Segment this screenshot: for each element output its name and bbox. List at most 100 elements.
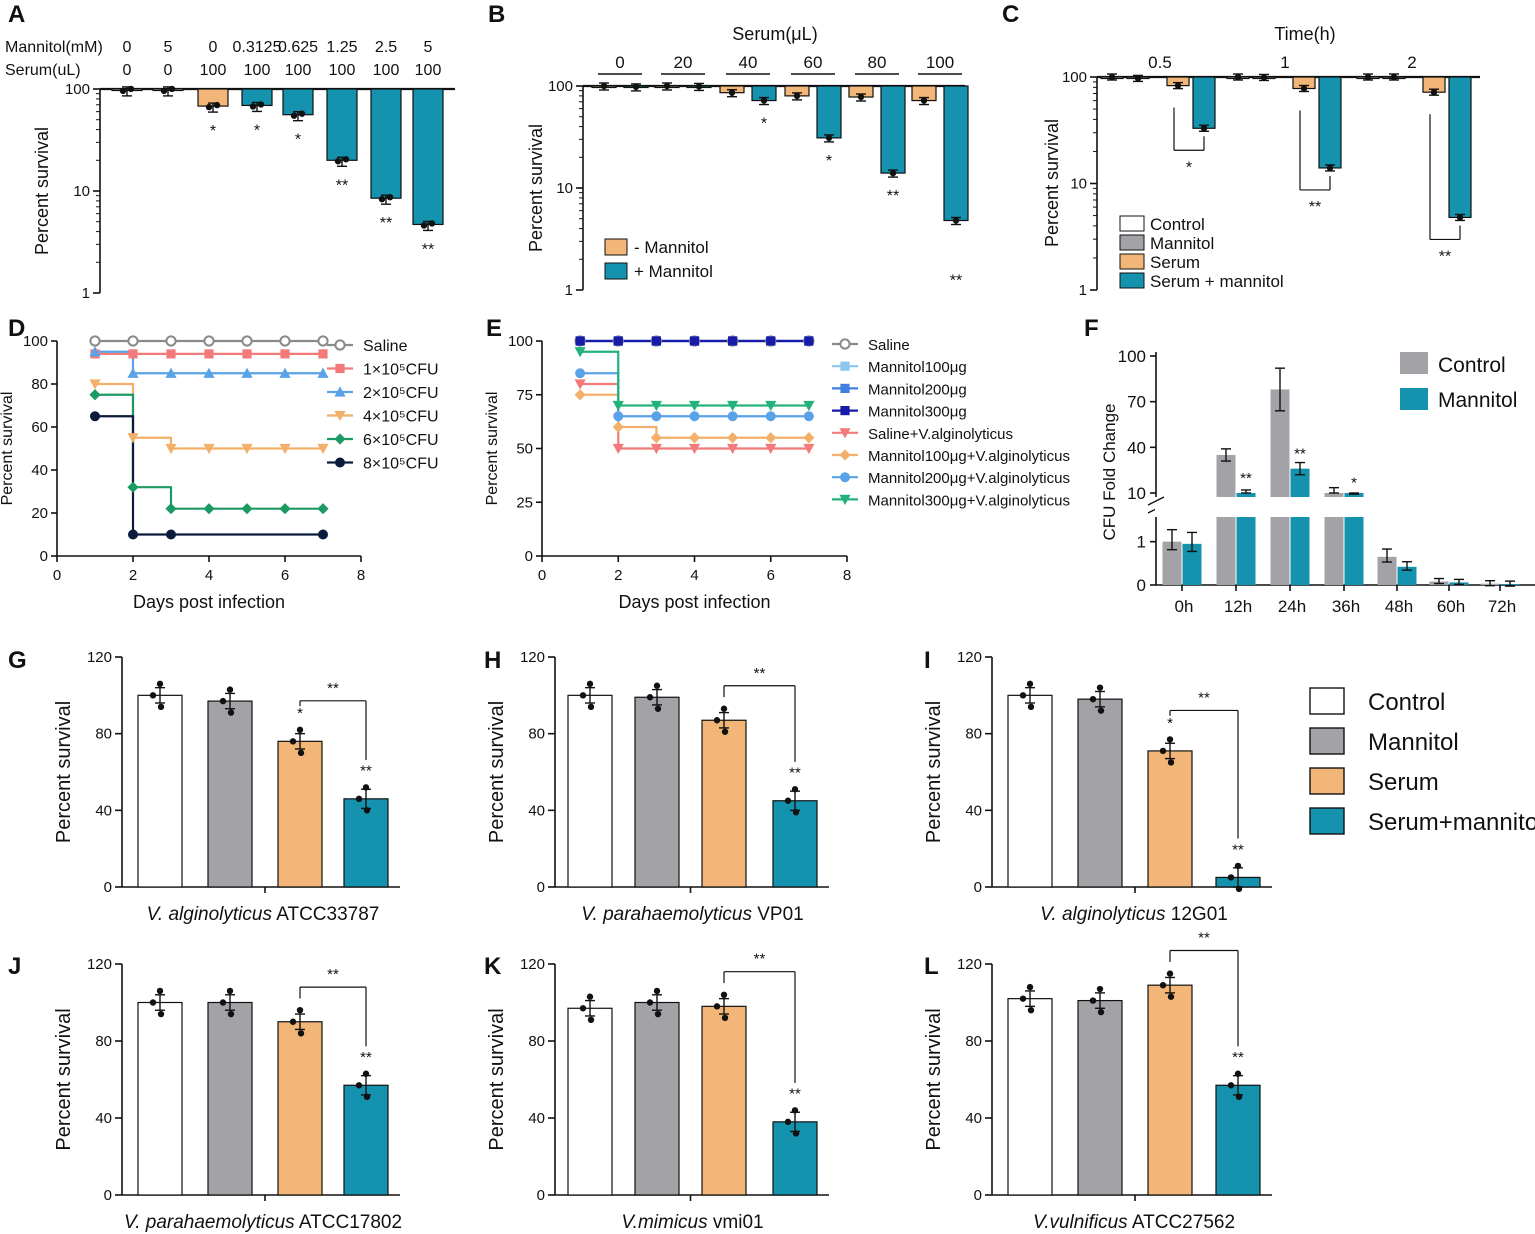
significance-mark: ** [1240,470,1252,487]
marker [613,336,623,346]
data-point [342,156,350,163]
legend-label: Control [1368,689,1445,716]
data-point [157,1010,165,1018]
significance-mark: ** [1439,248,1451,265]
panel-label: A [8,1,25,28]
data-point [1227,1082,1235,1089]
significance-mark: * [761,116,767,133]
serum-value: 100 [285,62,312,79]
y-axis-label: Percent survival [0,392,16,506]
panel-label: H [484,647,501,674]
marker [127,335,139,347]
data-point [713,1003,721,1010]
marker [127,367,139,378]
data-point [1235,885,1243,893]
data-point [1234,862,1242,870]
data-point [156,680,164,688]
marker [165,503,177,515]
y-axis-label: Percent survival [486,1008,508,1150]
significance-mark: ** [887,188,899,205]
x-category-label: 2 [1407,53,1416,72]
legend-label: Serum [1150,253,1200,272]
y-tick-label: 0 [537,879,545,896]
panel-label: F [1084,315,1099,342]
significance-mark: ** [1198,930,1210,947]
data-point [249,103,257,110]
y-tick-label: 60 [31,419,48,436]
marker [727,432,739,444]
data-point [857,93,865,101]
y-tick-label: 1 [565,282,573,299]
bar [634,696,680,888]
marker [334,339,346,351]
legend-swatch [1119,234,1145,251]
marker [127,481,139,493]
marker [317,503,329,515]
serum-value: 0 [123,62,132,79]
mannitol-value: 5 [164,39,173,56]
bar [343,1084,389,1196]
y-tick-label: 1 [1079,282,1087,299]
y-tick-label: 70 [1127,393,1146,412]
x-category-label: 0h [1175,597,1194,616]
bar [1182,543,1202,585]
marker [688,443,701,455]
data-point [586,993,594,1000]
significance-mark: * [826,153,832,170]
panel-B: Serum(μL) 100 10 1 Percent survival 0 20 40 * 60 *… [526,24,969,299]
bar [1318,76,1342,169]
panel-I: 0 40 80 120 Percent survival V. alginolyticus… [923,649,1272,925]
marker [241,335,253,347]
data-point [1097,707,1105,714]
marker [688,400,701,412]
data-point [600,82,608,90]
data-point [1097,1008,1105,1016]
data-point [587,1016,595,1024]
y-axis-label: Percent survival [53,1008,75,1150]
x-category-label: 60h [1437,597,1465,616]
y-axis-label: Percent survival [526,124,546,252]
bar [1007,998,1053,1196]
y-tick-label: 120 [87,649,112,666]
axis-gap [1155,503,1535,517]
x-tick-label: 6 [767,567,775,584]
mannitol-value: 0.3125 [233,39,282,56]
strain-id: ATCC27562 [1128,1212,1235,1233]
legend-swatch [1309,767,1345,795]
data-point [1200,125,1208,132]
data-point [219,697,227,705]
bar-lower-part [1236,510,1256,585]
panel-label: L [924,953,939,980]
y-tick-label: 50 [516,441,533,458]
data-point [653,682,661,689]
data-point [1108,73,1116,81]
y-axis-label: Percent survival [923,701,945,843]
significance-mark: * [1351,474,1357,491]
bar [701,719,747,888]
bar-lower-part [1270,510,1290,585]
marker [689,411,700,422]
x-tick-label: 0 [53,567,61,584]
marker [839,428,851,439]
y-tick-label: 40 [965,1110,982,1127]
y-tick-label: 0 [525,548,533,565]
data-point [1159,981,1167,989]
bar-upper-part [1290,468,1310,497]
y-tick-label: 0 [104,879,112,896]
y-tick-label: 10 [556,180,573,197]
panel-label: B [488,1,505,28]
panel-H: 0 40 80 120 Percent survival V. parahaemolyti… [486,649,829,925]
data-point [728,89,736,96]
bar-lower-part [1290,510,1310,585]
legend-label: Serum+mannitol [1368,809,1535,836]
bar [816,85,842,139]
significance-mark: ** [1309,199,1321,216]
significance-mark: ** [789,765,801,782]
x-category-label: 40 [739,53,758,72]
data-point [1300,85,1308,92]
strain-name: V.mimicus [621,1212,708,1233]
data-point [289,1018,297,1025]
significance-mark: * [1167,715,1173,732]
data-point [579,692,587,699]
significance-mark: ** [1232,1049,1244,1066]
